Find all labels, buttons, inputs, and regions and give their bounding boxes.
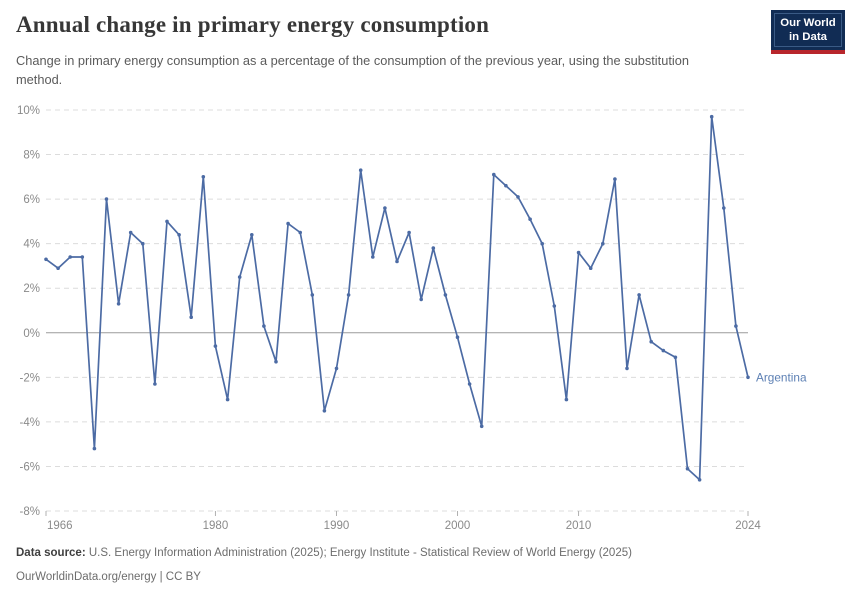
data-point[interactable] bbox=[189, 315, 193, 319]
data-point[interactable] bbox=[165, 219, 169, 224]
data-point[interactable] bbox=[419, 297, 424, 302]
data-point[interactable] bbox=[383, 206, 387, 210]
data-point[interactable] bbox=[213, 344, 218, 348]
data-point[interactable] bbox=[492, 172, 496, 177]
x-axis-label: 1966 bbox=[47, 520, 73, 532]
data-point[interactable] bbox=[322, 409, 327, 413]
chart-canvas[interactable]: 10% 8% 6% 4% 2% 0% -2% -4% -6% -8% 1966 1980 1990 200… bbox=[0, 95, 850, 540]
data-point[interactable] bbox=[298, 230, 303, 235]
data-point[interactable] bbox=[697, 478, 702, 482]
owid-logo-line1: Our World bbox=[780, 16, 836, 29]
data-point[interactable] bbox=[564, 397, 569, 402]
data-point[interactable] bbox=[44, 257, 48, 262]
data-point[interactable] bbox=[225, 397, 230, 402]
y-axis-label: -2% bbox=[20, 372, 40, 384]
series-line-argentina[interactable] bbox=[45, 115, 749, 481]
data-point[interactable] bbox=[250, 233, 254, 237]
data-point[interactable] bbox=[601, 241, 605, 246]
data-point[interactable] bbox=[201, 175, 206, 179]
data-point[interactable] bbox=[625, 366, 629, 371]
data-point[interactable] bbox=[552, 304, 557, 308]
y-axis-label: 10% bbox=[17, 105, 40, 117]
data-point[interactable] bbox=[661, 348, 666, 353]
data-source-label: Data source: bbox=[16, 547, 86, 559]
data-point[interactable] bbox=[528, 217, 532, 221]
y-axis-label: 8% bbox=[23, 150, 40, 162]
y-axis-label: 0% bbox=[23, 328, 40, 340]
data-point[interactable] bbox=[673, 355, 678, 360]
y-axis-label: 2% bbox=[23, 283, 40, 295]
data-point[interactable] bbox=[92, 446, 97, 451]
data-point[interactable] bbox=[588, 266, 593, 270]
data-point[interactable] bbox=[746, 375, 750, 380]
data-point[interactable] bbox=[153, 382, 157, 386]
data-point[interactable] bbox=[237, 275, 242, 279]
data-point[interactable] bbox=[649, 339, 653, 344]
y-axis-label: -8% bbox=[20, 506, 40, 518]
data-point[interactable] bbox=[516, 195, 520, 199]
x-axis-label: 1980 bbox=[203, 520, 229, 532]
data-point[interactable] bbox=[504, 183, 508, 188]
y-axis-label: 4% bbox=[23, 239, 40, 251]
owid-logo-line2: in Data bbox=[789, 31, 827, 43]
data-point[interactable] bbox=[358, 168, 363, 172]
data-point[interactable] bbox=[80, 255, 85, 259]
data-point[interactable] bbox=[431, 246, 436, 250]
data-point[interactable] bbox=[286, 221, 290, 226]
data-point[interactable] bbox=[104, 197, 109, 201]
data-point[interactable] bbox=[177, 233, 181, 237]
data-point[interactable] bbox=[371, 255, 375, 259]
data-point[interactable] bbox=[395, 259, 399, 264]
data-point[interactable] bbox=[310, 293, 315, 297]
data-point[interactable] bbox=[467, 382, 472, 386]
data-point[interactable] bbox=[685, 466, 690, 471]
x-axis-label: 2000 bbox=[445, 520, 471, 532]
data-point[interactable] bbox=[479, 424, 484, 429]
data-point[interactable] bbox=[443, 293, 448, 297]
chart-subtitle: Change in primary energy consumption as … bbox=[16, 53, 689, 88]
owid-logo-text: Our World in Data bbox=[774, 13, 842, 47]
data-point[interactable] bbox=[56, 266, 60, 270]
data-point[interactable] bbox=[68, 255, 72, 259]
x-axis-label: 2010 bbox=[566, 520, 592, 532]
data-point[interactable] bbox=[613, 177, 617, 181]
series-end-label[interactable]: Argentina bbox=[756, 370, 807, 384]
data-point[interactable] bbox=[141, 241, 145, 246]
x-axis-label: 1990 bbox=[324, 520, 350, 532]
line-chart: 10% 8% 6% 4% 2% 0% -2% -4% -6% -8% 1966 1980 1990 200… bbox=[0, 95, 850, 540]
data-point[interactable] bbox=[709, 114, 714, 119]
data-source-text: U.S. Energy Information Administration (… bbox=[85, 547, 632, 559]
y-axis-label: 6% bbox=[23, 194, 40, 206]
owid-logo: Our World in Data bbox=[771, 10, 845, 54]
data-point[interactable] bbox=[334, 366, 339, 371]
page-title: Annual change in primary energy consumpt… bbox=[16, 12, 490, 37]
data-point[interactable] bbox=[455, 335, 460, 339]
chart-footer: Data source: U.S. Energy Information Adm… bbox=[16, 542, 836, 589]
data-point[interactable] bbox=[262, 324, 266, 328]
license-line: OurWorldinData.org/energy | CC BY bbox=[16, 570, 201, 583]
y-axis-label: -6% bbox=[20, 461, 40, 473]
data-point[interactable] bbox=[116, 302, 121, 306]
data-source-line: Data source: U.S. Energy Information Adm… bbox=[16, 542, 836, 566]
data-point[interactable] bbox=[346, 293, 351, 297]
data-point[interactable] bbox=[637, 293, 641, 297]
data-point[interactable] bbox=[407, 230, 411, 235]
data-point[interactable] bbox=[540, 241, 544, 246]
data-point[interactable] bbox=[576, 250, 581, 255]
y-axis-label: -4% bbox=[20, 417, 40, 429]
data-point[interactable] bbox=[734, 324, 738, 328]
data-point[interactable] bbox=[274, 359, 278, 364]
data-point[interactable] bbox=[128, 230, 133, 235]
data-point[interactable] bbox=[722, 206, 726, 210]
x-axis-label: 2024 bbox=[735, 520, 761, 532]
